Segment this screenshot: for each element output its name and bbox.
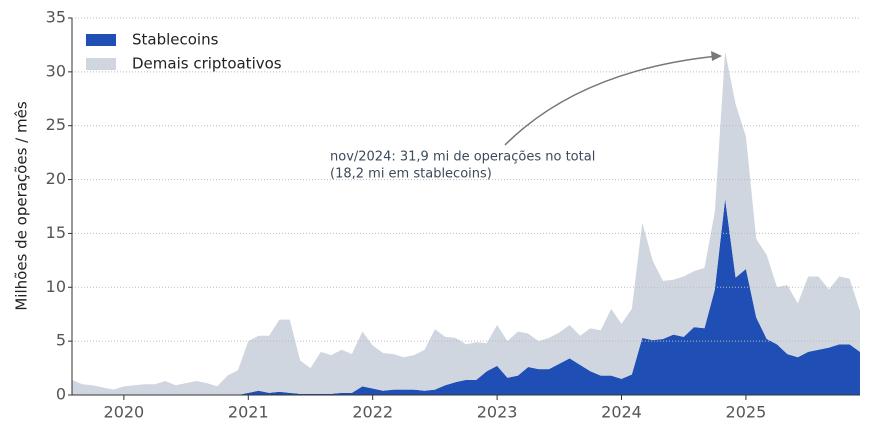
x-tick-label: 2022 [352, 403, 393, 422]
annotation-arrow [504, 55, 719, 146]
y-tick-label: 10 [46, 277, 66, 296]
area [72, 51, 860, 396]
x-tick-label: 2020 [104, 403, 145, 422]
annotation: (18,2 mi em stablecoins) [330, 167, 492, 182]
y-tick-label: 20 [46, 169, 66, 188]
annotation: nov/2024: 31,9 mi de operações no total [330, 150, 595, 165]
y-tick-label: 15 [46, 223, 66, 242]
legend-swatch [86, 34, 116, 46]
y-tick-label: 5 [56, 331, 66, 350]
y-tick-label: 25 [46, 115, 66, 134]
x-tick-label: 2024 [601, 403, 642, 422]
y-tick-label: 30 [46, 61, 66, 80]
x-tick-label: 2023 [477, 403, 518, 422]
arrow-head [711, 51, 722, 61]
areas [72, 51, 860, 396]
y-tick-label: 35 [46, 8, 66, 27]
y-tick-label: 0 [56, 385, 66, 404]
legend-swatch [86, 58, 116, 70]
legend-label: Demais criptoativos [132, 55, 282, 73]
y-axis-label: Milhões de operações / mês [13, 101, 31, 310]
x-tick-label: 2025 [726, 403, 767, 422]
x-tick-label: 2021 [228, 403, 269, 422]
area [72, 198, 860, 395]
legend-label: Stablecoins [132, 31, 219, 49]
